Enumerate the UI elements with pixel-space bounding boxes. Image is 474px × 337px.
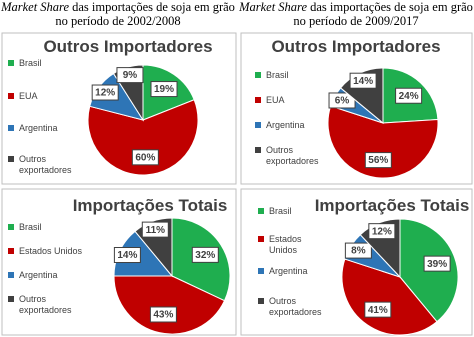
chart-title: Outros Importadores <box>271 37 441 56</box>
legend-label: Outros exportadores <box>19 154 72 175</box>
legend-swatch <box>255 147 261 153</box>
panel <box>240 32 473 185</box>
legend-item: Estados Unidos <box>258 234 313 256</box>
legend-label: Outros exportadores <box>19 294 72 315</box>
label-box <box>141 221 169 238</box>
pie-slice <box>113 275 226 335</box>
value-label: 9% <box>123 70 138 81</box>
value-label: 39% <box>427 259 447 270</box>
value-label: 14% <box>117 250 137 261</box>
label-box <box>149 306 177 323</box>
header-text: das importações de soja em grão no perío… <box>293 0 473 28</box>
header-text: das importações de soja em grão no perío… <box>55 0 235 28</box>
value-label: 43% <box>153 310 173 321</box>
legend-label: EUA <box>19 91 38 101</box>
label-box <box>91 84 119 101</box>
legend-item: Outros exportadores <box>255 145 335 167</box>
chart-title: Importações Totais <box>72 196 228 215</box>
legend-item: Brasil <box>8 222 88 233</box>
legend-swatch <box>255 97 261 103</box>
legend-swatch <box>255 122 261 128</box>
legend-swatch <box>255 72 261 78</box>
legend-label: Estados Unidos <box>269 234 302 255</box>
legend-label: Argentina <box>19 123 58 133</box>
label-box <box>113 247 141 264</box>
label-box <box>191 246 219 263</box>
value-label: 32% <box>195 250 215 261</box>
legend-swatch <box>8 296 14 302</box>
value-label: 24% <box>399 91 419 102</box>
value-label: 12% <box>372 226 392 237</box>
legend-label: Outros exportadores <box>266 145 319 166</box>
label-box <box>368 223 396 240</box>
legend-swatch <box>8 60 14 66</box>
legend-swatch <box>258 208 264 214</box>
legend-swatch <box>8 156 14 162</box>
legend-swatch <box>258 298 264 304</box>
label-box <box>423 255 451 272</box>
legend-item: Outros exportadores <box>258 296 322 318</box>
value-label: 8% <box>351 246 366 257</box>
legend-label: Brasil <box>269 206 292 216</box>
legend-item: EUA <box>255 95 335 106</box>
legend-item: Estados Unidos <box>8 246 88 257</box>
legend-label: Brasil <box>266 70 289 80</box>
legend-swatch <box>8 125 14 131</box>
value-label: 60% <box>135 152 155 163</box>
legend-swatch <box>8 93 14 99</box>
panel <box>1 188 237 336</box>
legend-label: Argentina <box>19 270 58 280</box>
header-emphasis: Market Share <box>1 0 69 14</box>
header-emphasis: Market Share <box>239 0 307 14</box>
header: Market Share das importações de soja em … <box>0 0 236 28</box>
legend-label: EUA <box>266 95 285 105</box>
legend-item: Brasil <box>255 70 335 81</box>
panel <box>240 188 473 336</box>
legend-swatch <box>258 268 264 274</box>
legend-item: Brasil <box>8 58 88 69</box>
chart-title: Outros Importadores <box>43 37 213 56</box>
value-label: 11% <box>146 225 166 236</box>
chart-title: Importações Totais <box>314 196 470 215</box>
header: Market Share das importações de soja em … <box>238 0 474 28</box>
legend-item: Outros exportadores <box>8 294 88 316</box>
legend-item: Argentina <box>8 270 88 281</box>
legend-item: Outros exportadores <box>8 154 88 176</box>
label-box <box>344 242 372 259</box>
value-label: 56% <box>368 155 388 166</box>
label-box <box>116 67 144 84</box>
legend-item: Argentina <box>8 123 88 134</box>
pie-slice <box>87 99 199 176</box>
label-box <box>364 152 392 169</box>
value-label: 6% <box>335 96 350 107</box>
legend-swatch <box>8 272 14 278</box>
value-label: 12% <box>95 88 115 99</box>
value-label: 41% <box>368 305 388 316</box>
label-box <box>364 301 392 318</box>
legend-label: Argentina <box>266 120 305 130</box>
label-box <box>349 72 377 89</box>
legend-swatch <box>8 248 14 254</box>
legend-label: Brasil <box>19 222 42 232</box>
legend-label: Outros exportadores <box>269 296 322 317</box>
value-label: 14% <box>353 76 373 87</box>
pie-slice <box>327 105 439 179</box>
legend-label: Brasil <box>19 58 42 68</box>
legend-swatch <box>8 224 14 230</box>
label-box <box>131 149 159 166</box>
legend-label: Argentina <box>269 266 308 276</box>
legend-item: Argentina <box>255 120 335 131</box>
legend-item: EUA <box>8 91 88 102</box>
legend-label: Estados Unidos <box>19 246 83 256</box>
value-label: 19% <box>154 84 174 95</box>
legend-swatch <box>258 236 264 242</box>
label-box <box>395 87 423 104</box>
legend-item: Brasil <box>258 206 313 217</box>
legend-item: Argentina <box>258 266 313 277</box>
panel <box>1 32 237 185</box>
label-box <box>150 81 178 98</box>
